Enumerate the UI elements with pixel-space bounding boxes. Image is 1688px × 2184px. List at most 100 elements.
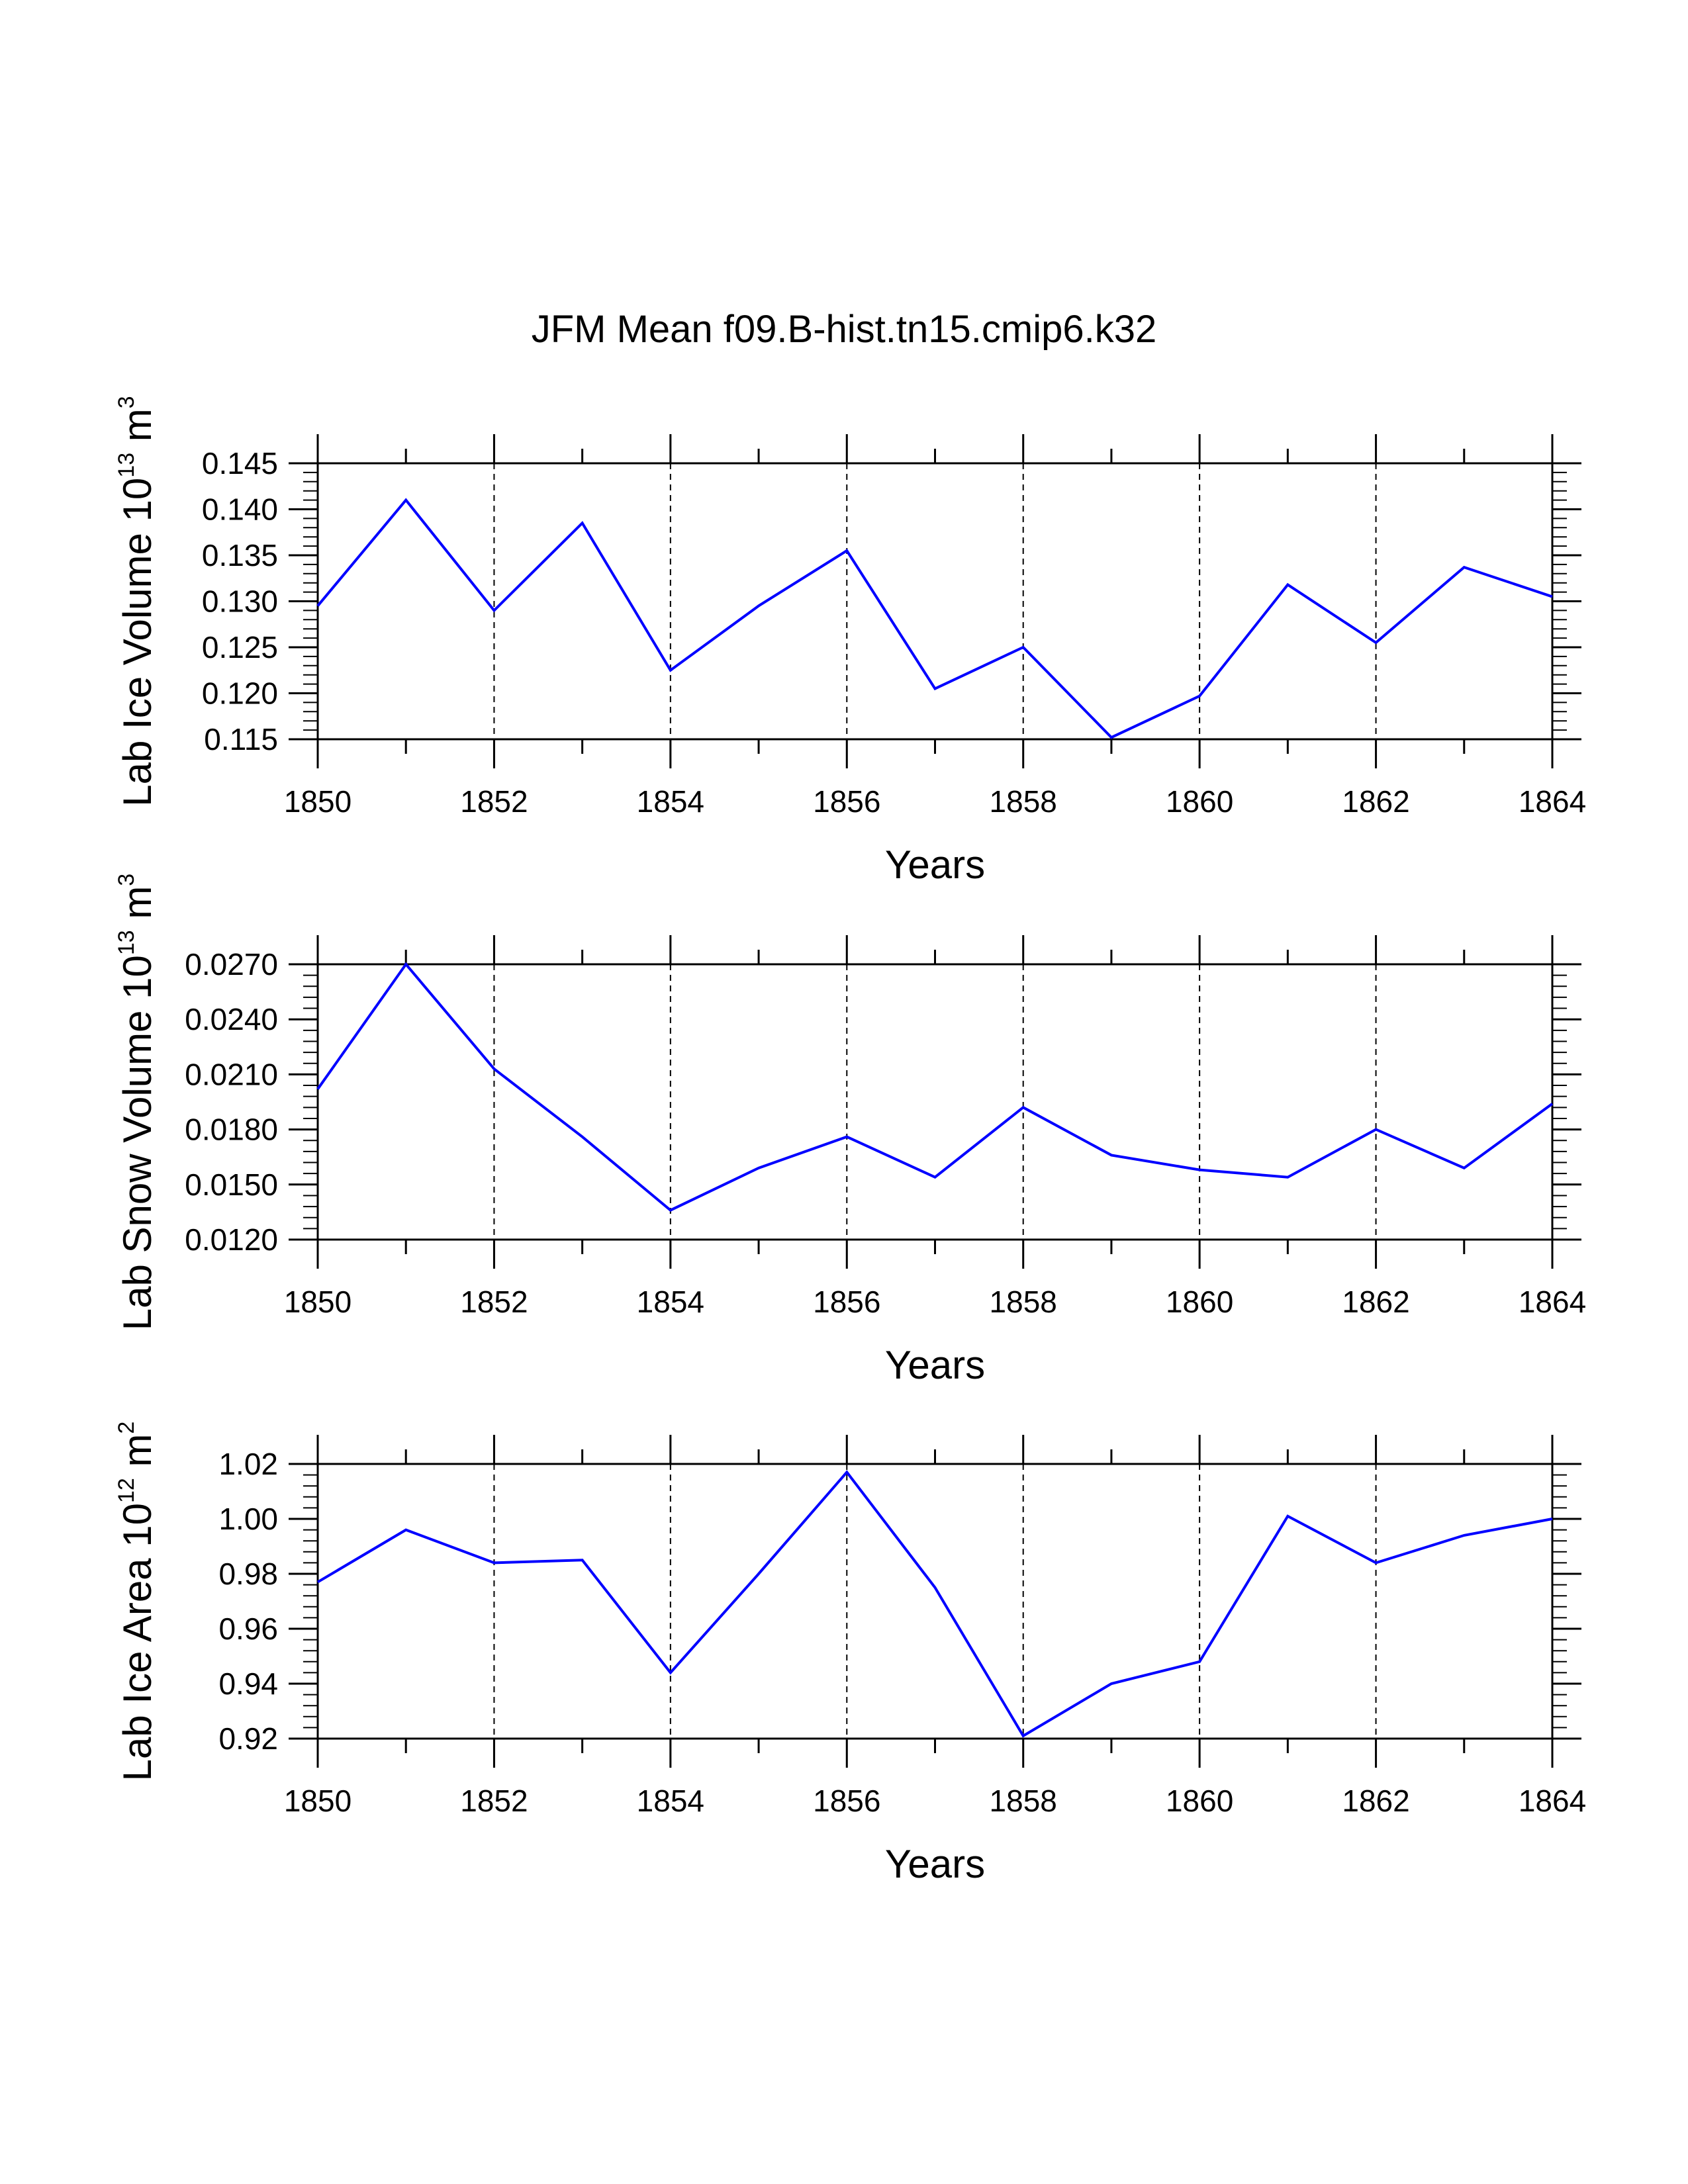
y-axis-title-text: m	[115, 1434, 160, 1479]
x-tick-label: 1862	[1342, 1784, 1409, 1818]
y-tick-label: 1.02	[218, 1447, 278, 1481]
data-point	[757, 604, 760, 607]
y-tick-label: 0.92	[218, 1721, 278, 1756]
plot-frame	[316, 963, 1554, 1241]
data-point	[492, 609, 495, 612]
panel-ice-volume: 1850 1852 1854 1856 1858 1860 1862 1864 Years 0.1…	[114, 396, 1586, 887]
x-tick-label: 1862	[1342, 784, 1409, 819]
x-tick-label: 1852	[460, 1784, 528, 1818]
data-point	[1375, 1128, 1378, 1131]
data-point	[1022, 1735, 1025, 1737]
x-tick-label: 1860	[1166, 784, 1233, 819]
y-axis-title-superscript: 3	[114, 396, 139, 408]
y-axis-title-text: m	[115, 408, 160, 453]
x-tick-label: 1854	[637, 784, 704, 819]
y-axis-title-text: Lab Ice Volume 10	[115, 478, 160, 807]
data-point	[1022, 646, 1025, 649]
data-point	[1286, 583, 1289, 586]
plot-frame	[316, 1463, 1554, 1740]
data-point	[845, 549, 848, 552]
y-tick-label: 0.0120	[185, 1222, 278, 1257]
data-point	[1198, 1661, 1201, 1663]
data-point	[404, 963, 407, 966]
x-tick-label: 1850	[284, 784, 352, 819]
data-point	[1110, 736, 1113, 739]
y-axis-title-superscript: 3	[114, 874, 139, 886]
data-point	[1551, 1518, 1554, 1520]
y-tick-label: 0.0240	[185, 1002, 278, 1036]
x-axis-title: Years	[885, 1842, 985, 1886]
y-axis-title-superscript: 12	[114, 1478, 139, 1503]
x-tick-label: 1860	[1166, 1285, 1233, 1319]
data-point	[404, 1529, 407, 1531]
y-tick-label: 0.94	[218, 1666, 278, 1701]
data-point	[1375, 1561, 1378, 1564]
data-point	[757, 1572, 760, 1575]
x-tick-label: 1858	[990, 1784, 1057, 1818]
y-axis-title-superscript: 13	[114, 930, 139, 955]
y-tick-label: 0.115	[204, 722, 278, 756]
x-tick-label: 1856	[813, 1784, 880, 1818]
y-axis-title-text: Lab Ice Area 10	[115, 1503, 160, 1781]
x-axis-title: Years	[885, 842, 985, 887]
y-axis-title: Lab Snow Volume 1013 m3	[114, 874, 160, 1330]
data-point	[934, 1586, 937, 1589]
data-point	[669, 669, 672, 672]
x-tick-label: 1860	[1166, 1784, 1233, 1818]
data-point	[1198, 1169, 1201, 1171]
data-point	[1110, 1154, 1113, 1156]
data-point	[1375, 641, 1378, 644]
y-tick-label: 0.0210	[185, 1057, 278, 1091]
data-point	[934, 1176, 937, 1179]
x-tick-label: 1858	[990, 784, 1057, 819]
y-tick-label: 0.98	[218, 1557, 278, 1591]
data-point	[492, 1561, 495, 1564]
data-point	[1463, 1534, 1466, 1537]
x-tick-label: 1862	[1342, 1285, 1409, 1319]
y-axis-title-text: m	[115, 886, 160, 931]
x-axis-title: Years	[885, 1343, 985, 1387]
data-point	[1463, 1167, 1466, 1169]
x-tick-label: 1856	[813, 1285, 880, 1319]
x-tick-label: 1854	[637, 1784, 704, 1818]
y-tick-label: 0.145	[202, 446, 278, 480]
data-point	[1198, 695, 1201, 698]
main-title: JFM Mean f09.B-hist.tn15.cmip6.k32	[532, 308, 1157, 351]
data-point	[316, 1580, 319, 1583]
x-tick-label: 1856	[813, 784, 880, 819]
y-tick-label: 0.140	[202, 492, 278, 527]
data-point	[1551, 596, 1554, 598]
data-point	[581, 1136, 584, 1138]
series-line	[316, 1470, 1553, 1738]
data-point	[581, 1559, 584, 1561]
data-point	[845, 1471, 848, 1473]
panel-snow-volume: 1850 1852 1854 1856 1858 1860 1862 1864 Years 0.0…	[114, 874, 1586, 1387]
x-tick-label: 1852	[460, 784, 528, 819]
x-tick-label: 1858	[990, 1285, 1057, 1319]
data-point	[404, 499, 407, 502]
y-tick-label: 0.0180	[185, 1113, 278, 1147]
data-point	[1463, 566, 1466, 569]
x-tick-label: 1864	[1519, 784, 1586, 819]
data-point	[581, 522, 584, 524]
data-point	[845, 1136, 848, 1138]
x-tick-label: 1864	[1519, 1784, 1586, 1818]
x-tick-label: 1864	[1519, 1285, 1586, 1319]
y-axis-title: Lab Ice Volume 1013 m3	[114, 396, 160, 806]
panel-ice-area: 1850 1852 1854 1856 1858 1860 1862 1864 Years 0.9…	[114, 1422, 1586, 1886]
x-tick-label: 1854	[637, 1285, 704, 1319]
x-tick-label: 1850	[284, 1784, 352, 1818]
data-point	[1551, 1103, 1554, 1105]
y-tick-label: 0.135	[202, 538, 278, 572]
y-tick-label: 0.125	[202, 630, 278, 664]
y-axis-title-text: Lab Snow Volume 10	[115, 955, 160, 1330]
data-point	[1286, 1176, 1289, 1179]
y-axis-title: Lab Ice Area 1012 m2	[114, 1422, 160, 1782]
data-point	[492, 1068, 495, 1070]
data-point	[757, 1167, 760, 1169]
x-tick-label: 1852	[460, 1285, 528, 1319]
y-tick-label: 0.96	[218, 1612, 278, 1646]
y-tick-label: 0.0150	[185, 1167, 278, 1202]
